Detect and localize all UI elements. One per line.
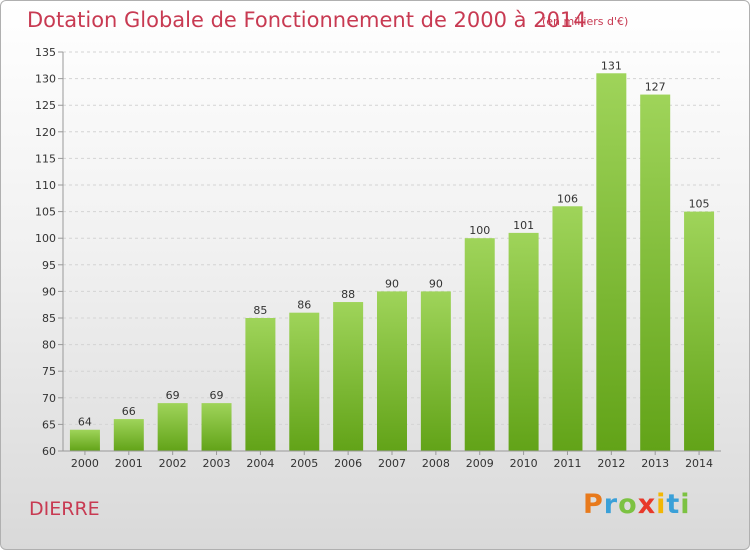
x-tick-label: 2011 (553, 457, 581, 470)
bar (113, 419, 144, 451)
x-tick-label: 2001 (115, 457, 143, 470)
logo-letter: o (618, 489, 638, 520)
bar-value-label: 90 (429, 277, 443, 290)
x-tick-label: 2013 (641, 457, 669, 470)
bar-value-label: 64 (78, 416, 92, 429)
axes: 60 65 70 75 80 85 90 95 100 105 110 115 120 125 130 135… (35, 46, 721, 470)
y-tick-label: 130 (35, 73, 56, 86)
bar (596, 73, 627, 451)
bar-value-label: 69 (166, 389, 180, 402)
y-tick-label: 105 (35, 206, 56, 219)
bar (245, 318, 276, 451)
bar-value-label: 127 (645, 81, 666, 94)
y-tick-label: 60 (42, 445, 56, 458)
x-tick-label: 2002 (159, 457, 187, 470)
bar (508, 232, 539, 451)
x-tick-label: 2000 (71, 457, 99, 470)
logo-letter: i (656, 489, 667, 520)
bar-value-label: 105 (689, 198, 710, 211)
x-tick-label: 2004 (246, 457, 274, 470)
x-tick-label: 2009 (466, 457, 494, 470)
y-tick-label: 85 (42, 312, 56, 325)
bar-value-label: 106 (557, 192, 578, 205)
chart-title: Dotation Globale de Fonctionnement de 20… (27, 8, 587, 32)
chart-subtitle: (en milliers d'€) (542, 15, 629, 28)
logo-letter: x (637, 489, 657, 520)
bar-value-label: 90 (385, 277, 399, 290)
bar-value-label: 69 (210, 389, 224, 402)
bar-value-label: 86 (297, 299, 311, 312)
bar (640, 94, 671, 451)
bar (552, 206, 583, 451)
logo-letter: P (583, 489, 604, 520)
x-tick-label: 2003 (203, 457, 231, 470)
y-tick-label: 115 (35, 152, 56, 165)
bar-value-label: 66 (122, 405, 136, 418)
y-tick-label: 110 (35, 179, 56, 192)
data-labels: 64 66 69 69 85 86 88 90 90 100 101 106 131 127 105 (78, 59, 710, 428)
logo-letter: r (603, 489, 619, 520)
x-tick-label: 2006 (334, 457, 362, 470)
bar (289, 312, 320, 451)
x-tick-label: 2010 (510, 457, 538, 470)
bar (684, 211, 715, 451)
x-tick-label: 2005 (290, 457, 318, 470)
y-tick-label: 120 (35, 126, 56, 139)
logo-letter: i (680, 489, 691, 520)
x-tick-label: 2008 (422, 457, 450, 470)
bar-value-label: 131 (601, 59, 622, 72)
y-tick-label: 75 (42, 365, 56, 378)
proxiti-logo[interactable]: Proxiti (583, 489, 691, 520)
bar (420, 291, 451, 451)
bar-value-label: 85 (253, 304, 267, 317)
y-tick-label: 100 (35, 232, 56, 245)
place-name: DIERRE (29, 498, 100, 520)
bar (157, 403, 188, 451)
bar (333, 302, 364, 451)
x-tick-label: 2014 (685, 457, 713, 470)
bar (69, 429, 100, 451)
x-tick-label: 2012 (597, 457, 625, 470)
y-tick-label: 65 (42, 418, 56, 431)
bar-series (69, 73, 715, 451)
y-tick-label: 125 (35, 99, 56, 112)
y-tick-label: 80 (42, 339, 56, 352)
bar (377, 291, 407, 451)
bar-value-label: 101 (513, 219, 534, 232)
x-tick-label: 2007 (378, 457, 406, 470)
logo-letter: t (666, 489, 681, 520)
y-tick-label: 135 (35, 46, 56, 59)
y-tick-label: 70 (42, 392, 56, 405)
y-tick-label: 90 (42, 285, 56, 298)
bar-value-label: 88 (341, 288, 355, 301)
bar-value-label: 100 (469, 224, 490, 237)
y-tick-label: 95 (42, 259, 56, 272)
bar (464, 238, 495, 451)
bar (201, 403, 232, 451)
